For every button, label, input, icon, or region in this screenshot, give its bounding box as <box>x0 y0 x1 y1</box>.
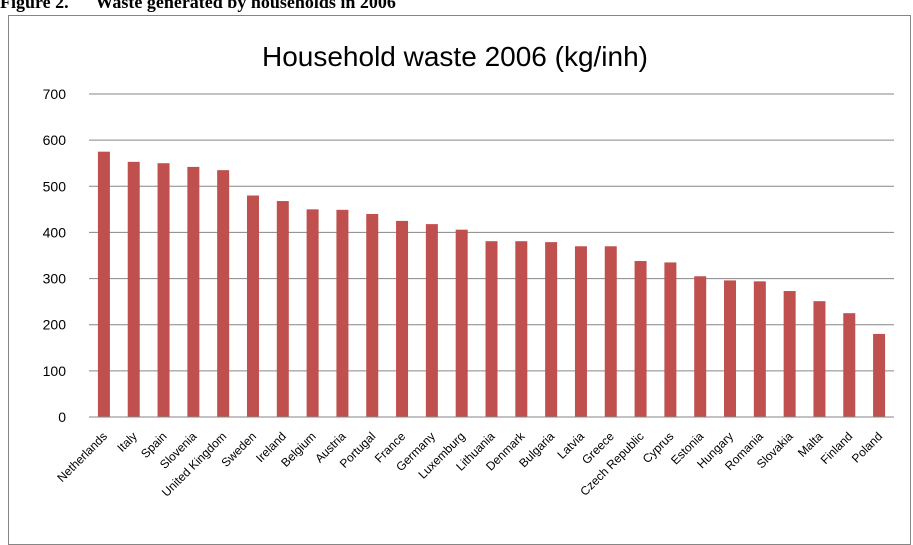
bar-netherlands <box>97 151 110 417</box>
bar-sweden <box>246 195 259 417</box>
bar-czech-republic <box>634 261 647 417</box>
bar-cyprus <box>664 262 677 417</box>
bar-finland <box>843 313 856 417</box>
bar-luxemburg <box>455 229 468 417</box>
bar-portugal <box>366 213 379 417</box>
bar-spain <box>157 163 170 417</box>
bar-hungary <box>724 280 737 417</box>
x-category-label: Finland <box>818 429 856 467</box>
bar-germany <box>425 224 438 417</box>
bar-austria <box>336 209 349 417</box>
x-category-label: Italy <box>114 429 139 454</box>
bar-poland <box>873 333 886 417</box>
bar-denmark <box>515 241 528 417</box>
y-tick-label: 500 <box>43 178 67 194</box>
bar-italy <box>127 161 140 417</box>
y-tick-label: 600 <box>43 132 67 148</box>
y-tick-label: 100 <box>43 363 67 379</box>
bar-united-kingdom <box>217 170 230 417</box>
figure-caption: Figure 2. Waste generated by households … <box>0 0 396 12</box>
chart-title: Household waste 2006 (kg/inh) <box>262 41 648 72</box>
y-tick-label: 700 <box>43 86 67 102</box>
bar-malta <box>813 301 826 417</box>
bar-lithuania <box>485 241 498 417</box>
y-tick-label: 200 <box>43 317 67 333</box>
bar-latvia <box>574 246 587 417</box>
chart-frame: Household waste 2006 (kg/inh) 0 100 200 300… <box>8 15 911 545</box>
y-tick-label: 0 <box>58 409 66 425</box>
bar-bulgaria <box>545 242 558 417</box>
y-axis-ticks: 0 100 200 300 400 500 600 700 <box>43 86 67 425</box>
y-tick-label: 400 <box>43 224 67 240</box>
bar-france <box>396 220 409 417</box>
bar-ireland <box>276 201 289 417</box>
x-category-label: Poland <box>849 429 885 465</box>
bar-romania <box>753 281 766 417</box>
bar-belgium <box>306 209 319 417</box>
bar-slovenia <box>187 166 200 417</box>
bar-estonia <box>694 276 707 417</box>
bars <box>97 151 886 417</box>
x-category-label: Netherlands <box>54 429 110 485</box>
bar-slovakia <box>783 291 796 417</box>
bar-greece <box>604 246 617 417</box>
y-tick-label: 300 <box>43 271 67 287</box>
bar-chart: Household waste 2006 (kg/inh) 0 100 200 300… <box>43 41 894 500</box>
